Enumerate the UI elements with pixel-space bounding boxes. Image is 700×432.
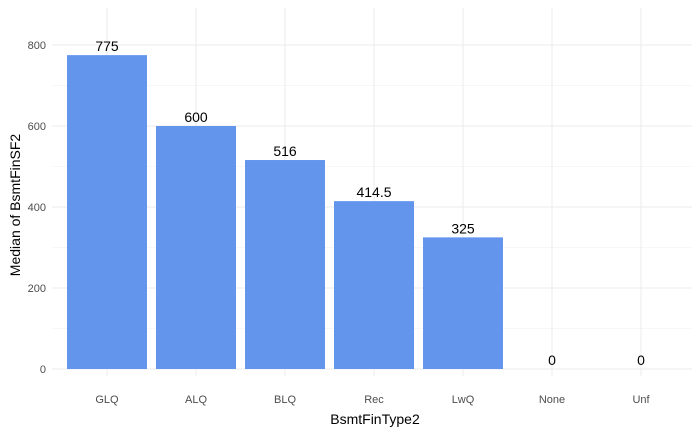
bar-lwq: [423, 237, 503, 369]
x-tick-label-blq: BLQ: [274, 394, 296, 406]
x-tick-label-glq: GLQ: [95, 394, 119, 406]
y-tick-label-600: 600: [28, 121, 46, 133]
data-label-layer: 775 600 516 414.5 325 0 0: [95, 38, 645, 368]
y-tick-label-0: 0: [40, 364, 46, 376]
x-tick-layer: GLQ ALQ BLQ Rec LwQ None Unf: [95, 394, 650, 406]
y-tick-label-200: 200: [28, 283, 46, 295]
y-tick-label-800: 800: [28, 40, 46, 52]
x-tick-label-none: None: [539, 394, 565, 406]
bar-glq: [67, 55, 147, 369]
data-label-lwq: 325: [451, 220, 475, 236]
data-label-none: 0: [548, 352, 556, 368]
data-label-glq: 775: [95, 38, 119, 54]
x-tick-label-lwq: LwQ: [452, 394, 475, 406]
data-label-alq: 600: [184, 109, 208, 125]
x-tick-label-rec: Rec: [364, 394, 384, 406]
data-label-blq: 516: [273, 143, 297, 159]
x-tick-label-alq: ALQ: [185, 394, 207, 406]
x-axis-title: BsmtFinType2: [330, 411, 420, 427]
bar-alq: [156, 126, 236, 369]
y-tick-label-400: 400: [28, 202, 46, 214]
bar-blq: [245, 160, 325, 369]
x-tick-label-unf: Unf: [632, 394, 650, 406]
data-label-rec: 414.5: [356, 184, 391, 200]
y-tick-layer: 0 200 400 600 800: [28, 40, 46, 376]
data-label-unf: 0: [637, 352, 645, 368]
bar-layer: [67, 55, 503, 369]
bar-rec: [334, 201, 414, 369]
y-axis-title: Median of BsmtFinSF2: [7, 134, 23, 277]
